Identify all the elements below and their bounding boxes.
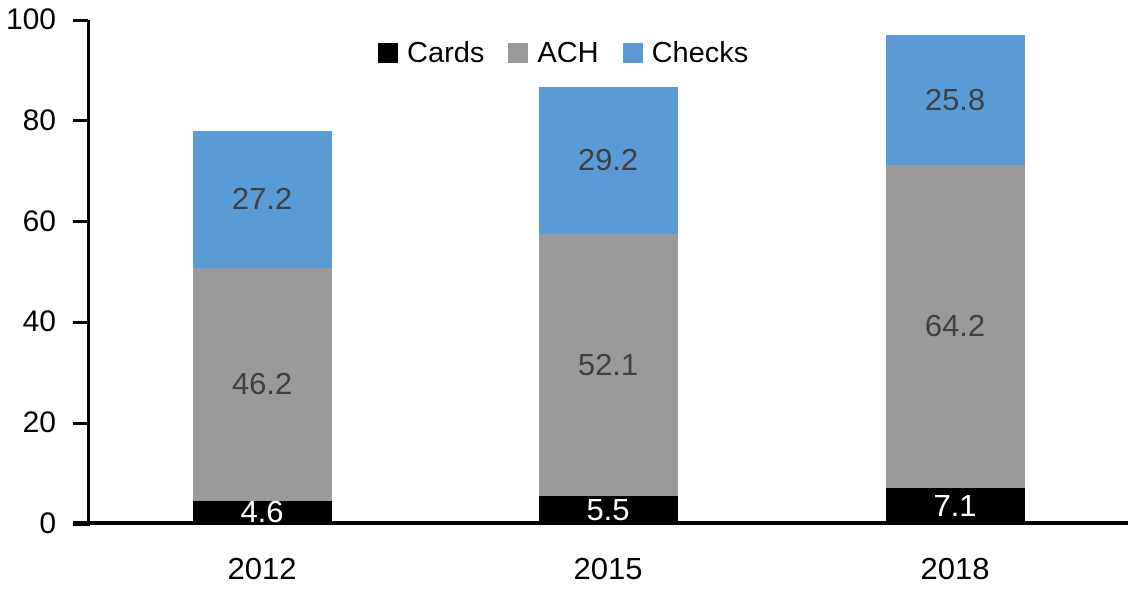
y-axis-tick xyxy=(73,18,88,22)
bar-segment-label-ach: 64.2 xyxy=(924,308,986,344)
y-axis-tick xyxy=(73,220,88,224)
bar-segment-label-cards: 5.5 xyxy=(586,492,630,528)
y-axis-line xyxy=(87,20,90,526)
x-axis-category-label: 2018 xyxy=(920,551,990,586)
bar-segment-ach xyxy=(192,267,332,501)
bar-segment-cards xyxy=(538,496,678,524)
bar-segment-checks xyxy=(885,34,1025,165)
bar-segment-label-ach: 52.1 xyxy=(577,346,639,382)
x-axis-category-label: 2012 xyxy=(227,551,297,586)
bar-segment-label-checks: 25.8 xyxy=(924,81,986,117)
x-axis-category-label: 2015 xyxy=(573,551,643,586)
bar-segment-cards xyxy=(885,488,1025,524)
y-axis-tick-label: 60 xyxy=(22,204,56,238)
legend-item-checks: Checks xyxy=(622,36,749,70)
y-axis-tick-label: 80 xyxy=(22,103,56,137)
bar-segment-label-cards: 7.1 xyxy=(933,488,977,524)
bar-segment-checks xyxy=(538,86,678,234)
y-axis-tick xyxy=(73,119,88,123)
bar-segment-ach xyxy=(538,233,678,497)
ach-legend-swatch-icon xyxy=(508,43,529,63)
legend-label-cards: Cards xyxy=(407,37,485,69)
bar-segment-ach xyxy=(885,164,1025,489)
y-axis-tick-label: 100 xyxy=(5,3,56,36)
legend-label-checks: Checks xyxy=(651,37,749,69)
y-axis-tick xyxy=(73,421,88,425)
legend-item-cards: Cards xyxy=(378,36,484,70)
legend-label-ach: ACH xyxy=(537,37,599,69)
y-axis-tick-label: 20 xyxy=(22,406,56,440)
y-axis-tick xyxy=(73,320,88,324)
checks-legend-swatch-icon xyxy=(622,43,643,63)
legend-item-ach: ACH xyxy=(508,36,599,70)
y-axis-tick xyxy=(73,522,88,526)
chart-legend: Cards ACH Checks xyxy=(378,36,748,70)
cards-legend-swatch-icon xyxy=(378,43,398,63)
bar-segment-label-checks: 27.2 xyxy=(231,181,293,217)
bar-segment-label-checks: 29.2 xyxy=(577,142,639,178)
y-axis-tick-label: 0 xyxy=(39,507,56,540)
bar-segment-checks xyxy=(192,130,332,268)
y-axis-tick-label: 40 xyxy=(22,305,56,339)
bar-segment-cards xyxy=(192,500,332,524)
bar-segment-label-ach: 46.2 xyxy=(231,366,293,402)
